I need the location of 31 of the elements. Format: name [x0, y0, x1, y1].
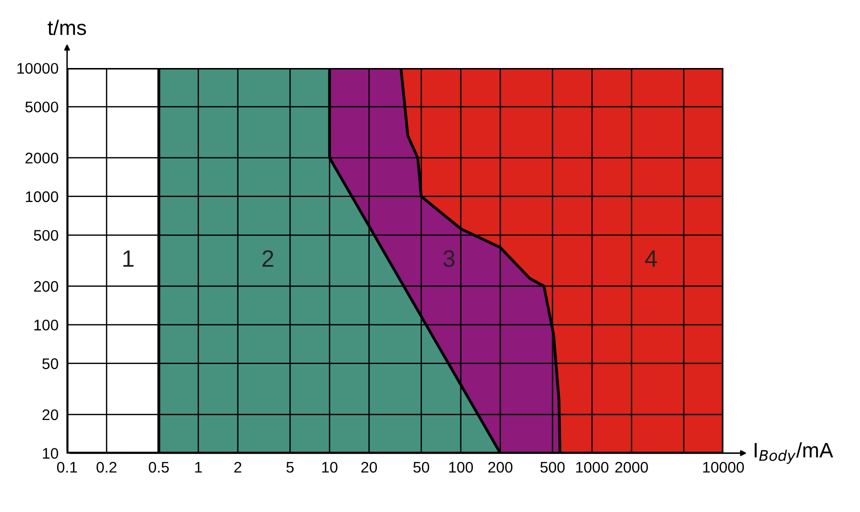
x-tick-label: 0.1: [57, 462, 77, 473]
y-tick-label: 100: [34, 320, 58, 330]
y-tick-label: 10: [42, 448, 58, 459]
y-tick-label: 200: [34, 281, 58, 292]
y-tick-label: 2000: [26, 152, 58, 164]
y-tick-label: 10000: [17, 62, 58, 74]
y-tick-label: 20: [42, 409, 58, 420]
x-tick-label: 10000: [703, 462, 744, 473]
x-tick-label: 50: [413, 462, 430, 473]
x-tick-label: 200: [488, 462, 512, 473]
x-tick-label: 2000: [615, 462, 648, 473]
annotation: 4: [645, 250, 657, 267]
x-tick-label: 0.2: [96, 462, 116, 473]
y-axis-title: t/ms: [48, 20, 86, 36]
x-tick-label: 20: [361, 462, 377, 473]
x-tick-label: 500: [540, 462, 565, 473]
annotation: 3: [443, 250, 455, 267]
y-tick-label: 50: [42, 358, 58, 370]
annotation: 1: [123, 250, 134, 267]
y-tick-label: 1000: [26, 191, 58, 202]
y-tick-label: 500: [34, 230, 58, 241]
x-tick-label: 5: [286, 462, 294, 473]
x-tick-label: 1000: [576, 462, 608, 473]
x-axis-title: I$_{Body}$/mA: [754, 442, 834, 464]
x-tick-label: 1: [195, 462, 202, 473]
x-tick-label: 0.5: [148, 462, 169, 473]
x-tick-label: 100: [449, 462, 473, 473]
y-tick-label: 5000: [25, 102, 58, 112]
x-tick-label: 10: [322, 462, 338, 473]
x-tick-label: 2: [234, 462, 242, 473]
annotation: 2: [262, 250, 274, 267]
